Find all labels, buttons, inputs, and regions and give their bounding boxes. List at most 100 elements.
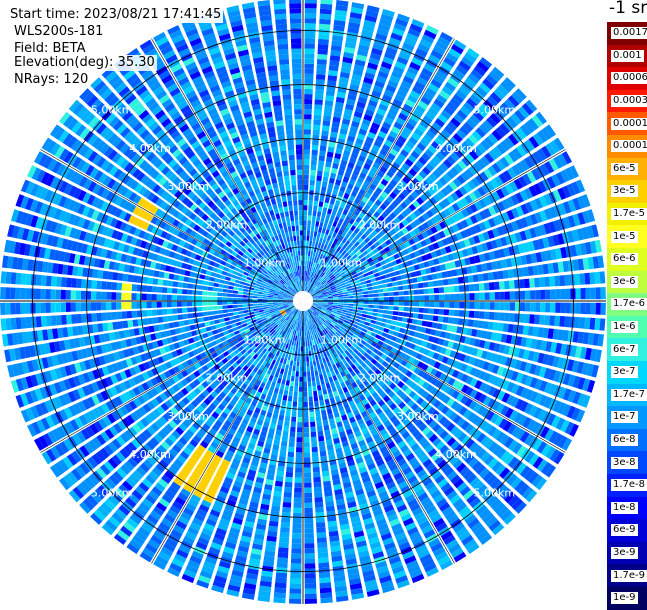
ppi-cell	[523, 121, 535, 134]
ppi-cell	[299, 321, 301, 327]
ppi-cell	[548, 369, 557, 381]
ppi-cell	[377, 284, 383, 289]
ppi-cell	[343, 543, 354, 551]
ppi-cell	[305, 310, 308, 316]
ppi-cell	[397, 311, 404, 317]
ppi-cell	[366, 490, 376, 498]
ppi-cell	[461, 141, 471, 152]
ppi-cell	[473, 189, 482, 199]
ppi-cell	[476, 106, 488, 118]
ppi-cell	[407, 399, 415, 408]
ppi-cell	[307, 287, 310, 292]
ppi-cell	[424, 237, 432, 245]
ppi-cell	[436, 498, 448, 508]
ppi-cell	[329, 198, 336, 205]
ppi-cell	[258, 590, 271, 598]
ppi-cell	[381, 383, 389, 391]
ppi-cell	[443, 125, 454, 135]
ppi-cell	[512, 442, 523, 455]
ppi-cell	[321, 309, 326, 313]
ppi-cell	[304, 588, 317, 594]
ppi-cell	[279, 450, 287, 457]
ppi-cell	[257, 518, 267, 526]
ppi-cell	[196, 579, 210, 589]
ppi-cell	[447, 387, 456, 397]
ppi-cell	[224, 395, 232, 403]
ppi-cell	[419, 520, 431, 530]
ppi-cell	[536, 130, 548, 143]
ppi-cell	[461, 248, 469, 257]
ppi-cell	[349, 268, 356, 273]
ppi-cell	[370, 278, 376, 283]
ppi-cell	[395, 246, 402, 253]
ppi-cell	[393, 570, 407, 579]
ppi-cell	[482, 396, 492, 406]
ppi-cell	[304, 573, 316, 579]
ppi-cell	[434, 223, 443, 232]
ppi-cell	[398, 291, 404, 296]
ppi-cell	[366, 339, 373, 345]
ppi-cell	[407, 154, 417, 163]
ppi-cell	[158, 551, 171, 562]
ppi-cell	[365, 383, 373, 391]
ppi-cell	[288, 328, 292, 334]
ppi-cell	[423, 403, 432, 412]
ppi-cell	[326, 290, 332, 294]
ppi-cell	[343, 298, 349, 301]
ppi-cell	[393, 369, 401, 377]
ppi-cell	[332, 162, 339, 170]
ppi-cell	[357, 326, 363, 331]
ppi-cell	[437, 354, 445, 362]
ppi-cell	[540, 251, 548, 262]
ppi-cell	[350, 7, 364, 15]
ppi-cell	[318, 299, 324, 301]
ppi-cell	[366, 395, 374, 403]
ppi-cell	[389, 374, 397, 382]
ppi-cell	[522, 349, 530, 360]
ppi-cell	[348, 276, 354, 281]
ppi-cell	[351, 311, 358, 315]
ppi-cell	[373, 258, 380, 264]
ppi-cell	[459, 293, 465, 300]
ppi-cell	[412, 359, 420, 366]
ppi-cell	[317, 231, 321, 238]
ppi-cell	[427, 315, 434, 321]
ppi-cell	[397, 381, 405, 389]
ppi-cell	[220, 322, 226, 327]
ppi-cell	[388, 107, 399, 116]
ppi-cell	[447, 470, 458, 481]
ppi-cell	[473, 283, 480, 291]
ppi-cell	[174, 496, 186, 506]
ppi-cell	[292, 517, 302, 524]
ppi-cell	[354, 339, 360, 346]
ppi-cell	[341, 250, 347, 256]
ppi-cell	[589, 348, 597, 362]
ppi-cell	[336, 503, 346, 511]
ppi-cell	[321, 384, 326, 390]
ppi-cell	[195, 418, 204, 426]
ppi-cell	[519, 290, 526, 300]
ppi-cell	[440, 530, 453, 541]
ppi-cell	[376, 245, 384, 251]
ppi-cell	[396, 238, 404, 245]
ppi-cell	[397, 285, 404, 291]
ppi-cell	[271, 359, 276, 366]
ppi-cell	[371, 546, 383, 555]
ppi-cell	[389, 220, 397, 228]
ppi-cell	[280, 527, 290, 533]
ppi-cell	[322, 329, 327, 335]
ppi-cell	[370, 332, 377, 338]
ppi-cell	[519, 279, 525, 289]
ppi-cell	[388, 296, 394, 301]
ppi-cell	[329, 314, 335, 319]
ppi-cell	[346, 373, 352, 380]
ppi-cell	[327, 305, 333, 308]
ppi-cell	[315, 415, 322, 422]
ppi-cell	[487, 133, 499, 145]
ppi-cell	[378, 270, 385, 276]
ppi-cell	[417, 369, 425, 378]
ppi-cell	[262, 405, 268, 412]
ppi-cell	[369, 149, 378, 157]
ppi-cell	[374, 80, 385, 89]
ppi-cell	[145, 543, 158, 554]
